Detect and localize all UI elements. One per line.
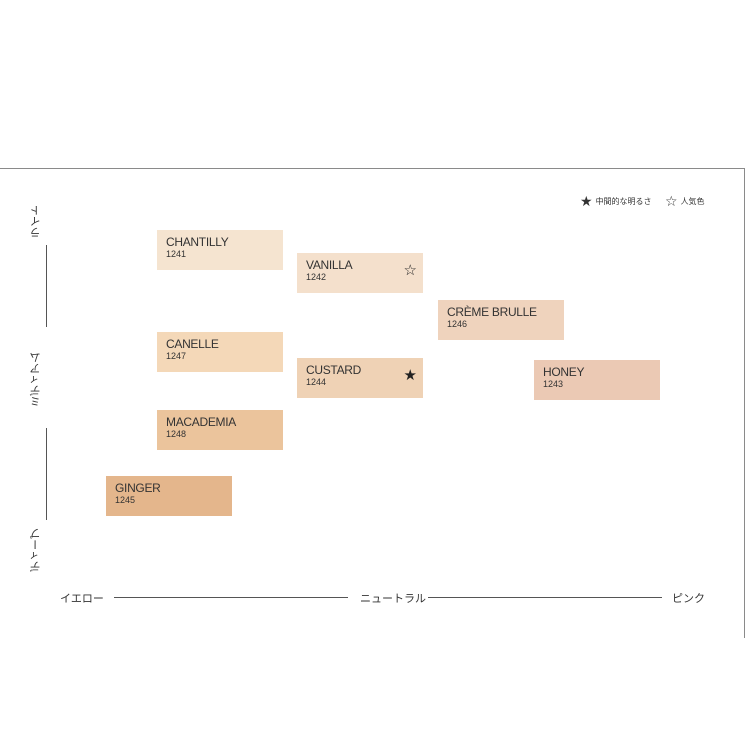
shade-code: 1245 [115, 495, 136, 505]
swatch-creme-brulle: CRÈME BRULLE 1246 [438, 300, 564, 340]
legend-mid-brightness-label: 中間的な明るさ [595, 196, 652, 206]
axis-label-yellow: イエロー [60, 593, 104, 605]
swatch-honey: HONEY 1243 [534, 360, 660, 400]
shade-code: 1242 [306, 272, 327, 282]
shade-name: MACADEMIA [166, 415, 236, 429]
swatch-canelle: CANELLE 1247 [157, 332, 283, 372]
swatch-ginger: GINGER 1245 [106, 476, 232, 516]
shade-code: 1241 [166, 249, 187, 259]
shade-name: HONEY [543, 365, 585, 379]
shade-code: 1243 [543, 379, 564, 389]
shade-code: 1246 [447, 319, 468, 329]
legend-popular-label: 人気色 [680, 196, 705, 206]
swatch-custard: CUSTARD 1244 ★ [297, 358, 423, 398]
shade-name: CHANTILLY [166, 235, 229, 249]
shade-name: GINGER [115, 481, 161, 495]
axis-line-horizontal-right [428, 597, 662, 598]
axis-label-medium: ミディアム [30, 352, 42, 407]
legend-popular: ☆ 人気色 [665, 194, 705, 208]
axis-line-vertical-lower [46, 428, 47, 520]
shade-code: 1244 [306, 377, 327, 387]
axis-line-vertical-upper [46, 245, 47, 327]
swatch-macademia: MACADEMIA 1248 [157, 410, 283, 450]
axis-label-deep: ディープ [30, 528, 42, 572]
filled-star-icon: ★ [403, 367, 417, 384]
shade-name: CANELLE [166, 337, 219, 351]
axis-line-horizontal-left [114, 597, 348, 598]
axis-label-light: ライト [30, 205, 42, 238]
outline-star-icon: ☆ [403, 262, 417, 279]
axis-label-pink: ピンク [672, 593, 705, 605]
shade-name: CRÈME BRULLE [447, 305, 537, 319]
filled-star-icon: ★ [580, 193, 593, 209]
axis-label-neutral: ニュートラル [360, 593, 426, 605]
shade-name: VANILLA [306, 258, 353, 272]
chart-frame [0, 168, 745, 638]
shade-code: 1247 [166, 351, 187, 361]
outline-star-icon: ☆ [665, 193, 678, 209]
shade-code: 1248 [166, 429, 187, 439]
swatch-chantilly: CHANTILLY 1241 [157, 230, 283, 270]
shade-name: CUSTARD [306, 363, 362, 377]
legend-mid-brightness: ★ 中間的な明るさ [580, 194, 652, 208]
swatch-vanilla: VANILLA 1242 ☆ [297, 253, 423, 293]
